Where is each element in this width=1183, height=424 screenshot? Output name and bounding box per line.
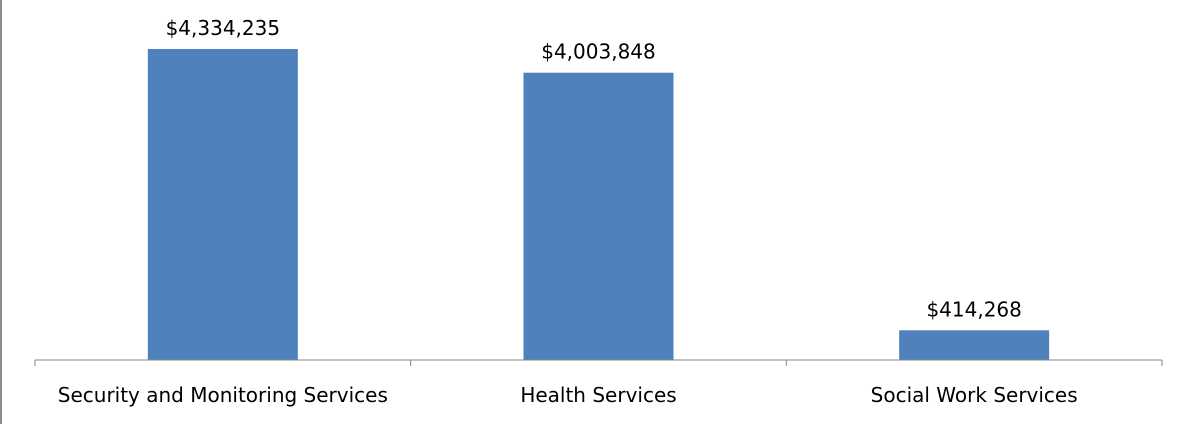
category-labels-group: Security and Monitoring Services Health S… xyxy=(58,383,1078,407)
x-axis-ticks xyxy=(34,360,1163,366)
category-label: Security and Monitoring Services xyxy=(58,383,388,407)
category-label: Health Services xyxy=(520,383,676,407)
bars-group xyxy=(147,49,1050,360)
data-labels-group: $4,334,235 $4,003,848 $414,268 xyxy=(166,16,1022,321)
bar-value-label: $414,268 xyxy=(926,297,1021,321)
bar-value-label: $4,334,235 xyxy=(166,16,281,40)
bar-value-label: $4,003,848 xyxy=(541,40,656,64)
bar xyxy=(523,72,674,360)
bar xyxy=(899,330,1050,360)
bar xyxy=(147,49,298,360)
category-label: Social Work Services xyxy=(871,383,1078,407)
